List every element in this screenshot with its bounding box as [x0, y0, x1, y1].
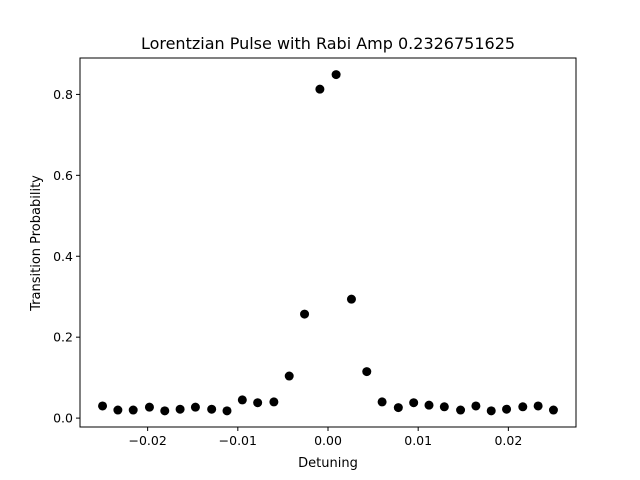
x-axis-label: Detuning — [298, 456, 358, 471]
y-tick-label: 0.4 — [53, 249, 73, 264]
y-tick-label: 0.2 — [53, 330, 73, 345]
data-point — [190, 402, 200, 412]
data-point — [393, 403, 403, 413]
x-tick-label: −0.02 — [128, 433, 166, 448]
data-point — [98, 401, 108, 411]
data-point — [533, 401, 543, 411]
data-point — [424, 400, 434, 410]
chart-title: Lorentzian Pulse with Rabi Amp 0.2326751… — [141, 34, 515, 53]
x-tick-label: 0.01 — [404, 433, 432, 448]
data-point — [284, 371, 294, 381]
data-point — [315, 84, 325, 94]
y-tick-label: 0.6 — [53, 168, 73, 183]
data-point — [377, 397, 387, 407]
data-point — [518, 402, 528, 412]
data-point — [113, 405, 123, 415]
y-tick-label: 0.8 — [53, 87, 73, 102]
data-point — [144, 402, 154, 412]
data-point — [269, 397, 279, 407]
x-axis: −0.02 −0.01 0.00 0.01 0.02 — [128, 427, 522, 448]
y-axis-label: Transition Probability — [29, 175, 44, 312]
data-point — [346, 294, 356, 304]
data-point — [128, 405, 138, 415]
data-points — [98, 70, 558, 416]
x-tick-label: −0.01 — [219, 433, 257, 448]
data-point — [409, 398, 419, 408]
data-point — [439, 402, 449, 412]
data-point — [502, 404, 512, 414]
data-point — [237, 395, 247, 405]
data-point — [175, 404, 185, 414]
data-point — [222, 406, 232, 416]
data-point — [160, 406, 170, 416]
x-tick-label: 0.02 — [494, 433, 522, 448]
y-axis: 0.0 0.2 0.4 0.6 0.8 — [53, 87, 80, 426]
data-point — [362, 367, 372, 377]
data-point — [300, 309, 310, 319]
data-point — [207, 404, 217, 414]
y-tick-label: 0.0 — [53, 411, 73, 426]
data-point — [548, 405, 558, 415]
data-point — [471, 401, 481, 411]
data-point — [456, 405, 466, 415]
data-point — [331, 70, 341, 80]
data-point — [486, 406, 496, 416]
x-tick-label: 0.00 — [314, 433, 342, 448]
data-point — [253, 398, 263, 408]
